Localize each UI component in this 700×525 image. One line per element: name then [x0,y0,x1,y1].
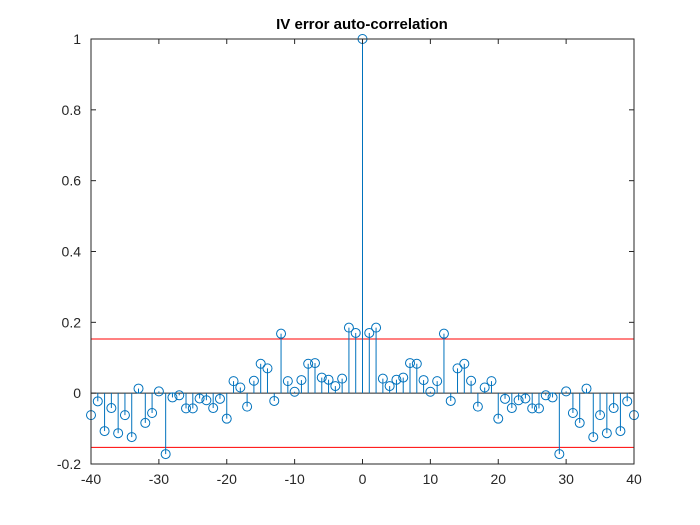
stem-marker [269,395,280,406]
stem-marker [486,376,497,387]
stem-marker [282,376,293,387]
x-tick-label: 40 [626,471,642,487]
stem-marker [377,373,388,384]
stem-marker [316,372,327,383]
stem-marker [608,403,619,414]
stem-marker [452,363,463,374]
stem-marker [248,375,259,386]
stem-marker [622,396,633,407]
stem-marker [493,413,504,424]
stem-marker [242,401,253,412]
stem-marker [445,395,456,406]
x-tick-label: 30 [558,471,574,487]
stem-marker [99,426,110,437]
stem-marker [214,393,225,404]
stem-marker [398,372,409,383]
stem-marker [276,328,287,339]
stem-marker [588,432,599,443]
x-tick-label: -10 [285,471,305,487]
y-tick-label: 0.6 [62,173,82,189]
y-tick-label: 0.4 [62,244,82,260]
stem-marker [337,373,348,384]
stem-marker [384,381,395,392]
stem-marker [547,392,558,403]
stem-marker [140,417,151,428]
stem-marker [527,403,538,414]
stem-marker [506,403,517,414]
x-axis-ticks: -40 -30 -20 -10 0 10 20 30 40 [81,39,642,487]
x-tick-label: 10 [423,471,439,487]
stem-marker [364,327,375,338]
stem-marker [113,428,124,439]
stem-marker [208,403,219,414]
stem-marker [330,381,341,392]
stem-marker [228,376,239,387]
stem-marker [309,358,320,369]
stem-marker [520,393,531,404]
stem-marker [174,390,185,401]
stem-marker [153,386,164,397]
y-tick-label: 0.8 [62,102,82,118]
stem-marker [472,401,483,412]
y-tick-label: -0.2 [57,456,81,472]
stem-marker [92,396,103,407]
stem-marker [187,403,198,414]
x-tick-label: -20 [217,471,237,487]
stem-marker [595,410,606,421]
stem-marker [615,426,626,437]
stem-marker [438,328,449,339]
stem-marker [459,358,470,369]
x-tick-label: -40 [81,471,101,487]
y-tick-label: 0.2 [62,314,82,330]
stem-marker [194,393,205,404]
stem-marker [255,358,266,369]
stem-marker [221,413,232,424]
stem-marker [432,376,443,387]
stem-marker [371,322,382,333]
x-tick-label: 20 [490,471,506,487]
stem-marker [391,374,402,385]
stem-marker [540,390,551,401]
stem-marker [574,417,585,428]
stem-marker [567,408,578,418]
stem-marker [350,327,361,338]
stem-marker [201,395,212,406]
x-tick-label: 0 [359,471,367,487]
y-tick-label: 1 [73,31,81,47]
chart-title: IV error auto-correlation [276,16,448,33]
stem-marker [126,432,137,443]
stem-marker [323,374,334,385]
stem-marker [581,383,592,394]
stem-marker [119,410,130,421]
stem-marker [418,375,429,386]
stem-marker [343,322,354,333]
y-tick-label: 0 [73,385,81,401]
stem-marker [147,408,158,418]
x-tick-label: -30 [149,471,169,487]
stem-marker [167,392,178,403]
stem-marker [601,428,612,439]
stem-marker [405,358,416,369]
stem-marker [411,358,422,369]
stem-marker [160,449,171,460]
stem-marker [106,403,117,414]
stem-marker [296,375,307,386]
stem-marker [500,393,511,404]
stem-marker [554,449,565,460]
stem-marker [235,382,246,393]
stem-marker [466,375,477,386]
stem-marker [425,386,436,397]
stem-marker [561,386,572,397]
stem-marker [181,403,192,414]
stem-series [86,34,639,460]
stem-marker [289,386,300,397]
stem-marker [262,363,273,374]
stem-marker [303,358,314,369]
stem-marker [479,382,490,393]
stem-marker [533,403,544,414]
y-axis-ticks: -0.2 0 0.2 0.4 0.6 0.8 1 [57,31,634,472]
stem-marker [133,383,144,394]
stem-marker [513,395,524,406]
